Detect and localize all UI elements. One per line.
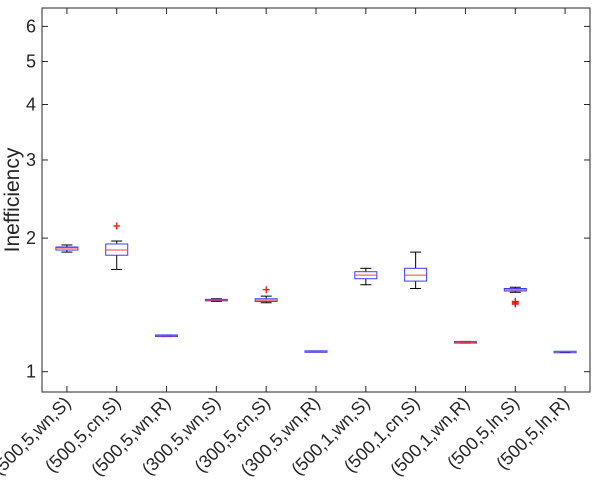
y-axis-ticks: 1 2 3 4 5 6: [26, 16, 590, 382]
y-tick-label: 5: [26, 52, 36, 72]
y-tick-label: 3: [26, 150, 36, 170]
box-plot-item: [155, 334, 179, 338]
box-plot-item: [354, 267, 378, 286]
plot-frame: [41, 7, 591, 393]
box-plot-item: [453, 340, 477, 344]
outlier-marker: [511, 297, 519, 305]
y-tick-label: 2: [26, 228, 36, 248]
box-plot-item: [553, 350, 577, 354]
box-plot-item: [254, 286, 278, 304]
box-plot-item: [204, 298, 228, 302]
outlier-marker: [262, 286, 270, 294]
y-tick-label: 4: [26, 95, 36, 115]
box: [55, 246, 79, 251]
box-plot-item: [105, 222, 129, 270]
box-plot-item: [404, 251, 428, 289]
y-tick-label: 6: [26, 16, 36, 36]
outlier-marker: [113, 222, 121, 230]
box-plot-item: [304, 350, 328, 353]
y-tick-label: 1: [26, 362, 36, 382]
y-axis-title: Inefficiency: [1, 147, 24, 252]
boxes: [55, 222, 577, 354]
x-axis-ticks: (500,5,wn,S)(500,5,cn,S)(500,5,wn,R)(300…: [0, 8, 573, 480]
box-plot-item: [503, 286, 527, 308]
box-plot-item: [55, 244, 79, 253]
